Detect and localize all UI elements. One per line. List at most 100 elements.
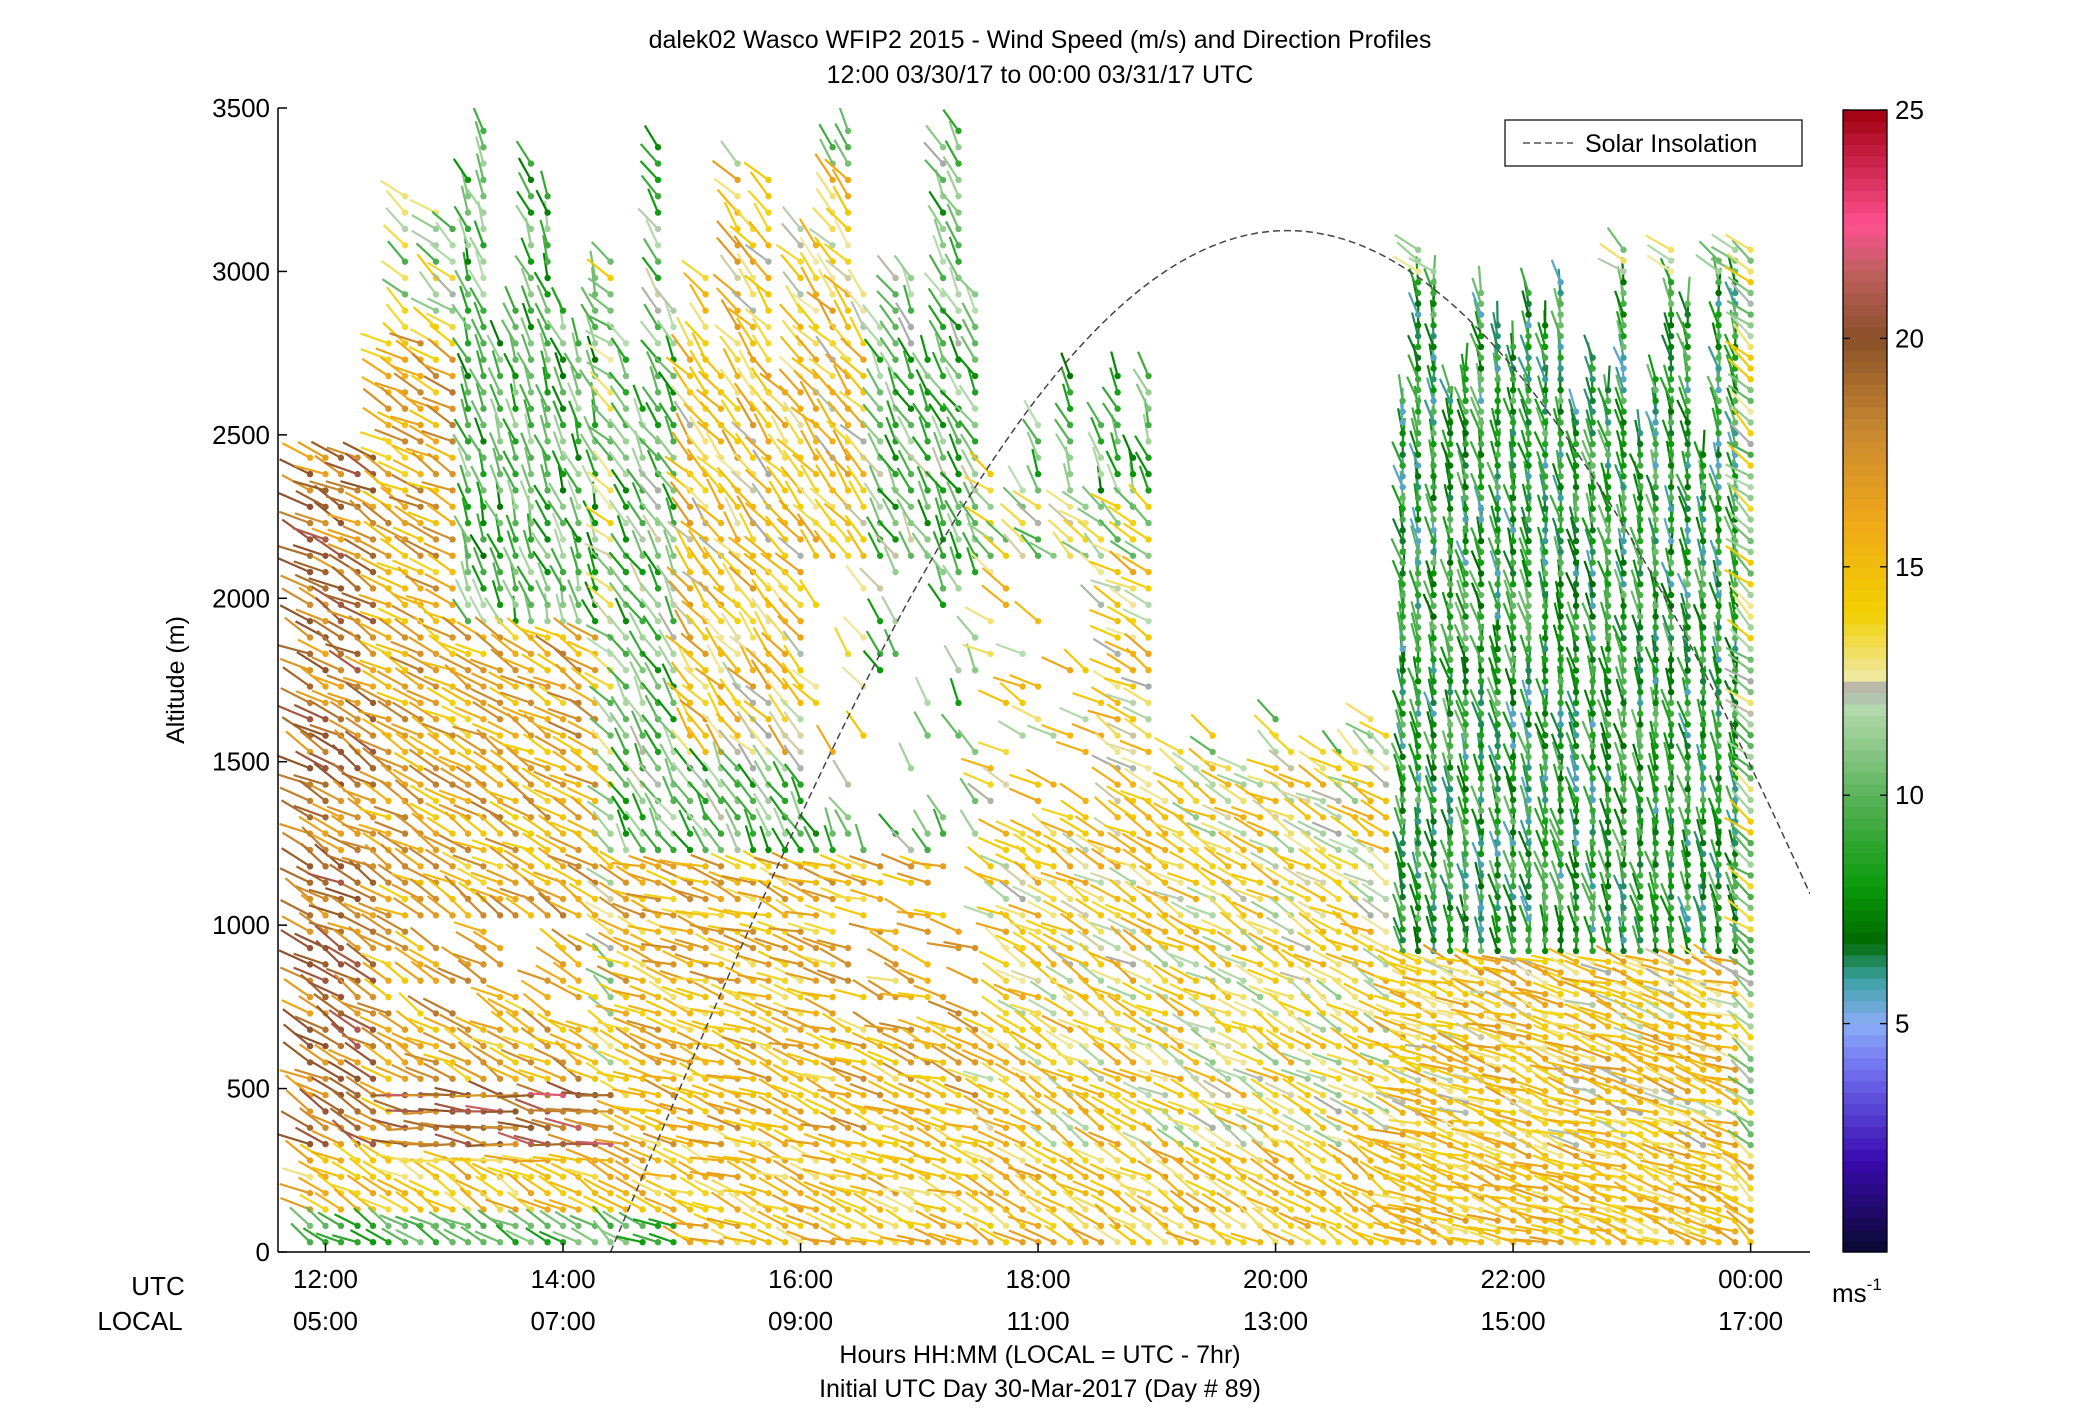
wind-barb-dot — [765, 1075, 772, 1082]
wind-barb — [534, 757, 564, 770]
wind-barb-dot — [1050, 830, 1057, 837]
wind-barb — [536, 284, 549, 312]
wind-barb-dot — [322, 1222, 329, 1230]
wind-barb-dot — [749, 291, 757, 298]
wind-barb-dot — [432, 912, 440, 919]
wind-barb — [661, 775, 675, 802]
wind-barb-dot — [955, 323, 962, 331]
wind-barb-dot — [544, 1059, 551, 1066]
wind-barb — [380, 501, 406, 524]
wind-barb-dot — [781, 879, 789, 886]
wind-barb — [587, 546, 597, 573]
wind-barb-dot — [987, 1238, 994, 1246]
wind-barb-dot — [512, 372, 519, 380]
wind-barb-dot — [369, 895, 377, 903]
wind-barb — [293, 703, 326, 721]
wind-barb-dot — [306, 879, 314, 886]
wind-barb — [518, 546, 532, 573]
wind-barb-dot — [876, 666, 884, 674]
wind-barb — [391, 701, 422, 721]
wind-barb — [343, 553, 374, 574]
wind-barb-dot — [354, 797, 361, 805]
wind-barb — [631, 1179, 659, 1195]
wind-barb-dot — [686, 1091, 694, 1099]
wind-barb-dot — [401, 225, 409, 233]
wind-barb-dot — [544, 912, 551, 919]
wind-barb — [429, 243, 454, 263]
wind-barb-dot — [449, 1042, 456, 1050]
wind-barb — [470, 400, 485, 426]
wind-barb-dot — [765, 356, 772, 363]
wind-barb-dot — [1034, 993, 1042, 1001]
wind-barb-dot — [559, 863, 567, 870]
wind-barb-dot — [781, 1222, 789, 1230]
wind-barb — [455, 653, 485, 672]
wind-barb — [293, 723, 326, 737]
wind-barb-dot — [449, 568, 456, 576]
wind-barb — [408, 636, 437, 655]
wind-barb-dot — [432, 1189, 440, 1197]
wind-barb — [374, 755, 406, 770]
wind-barb — [503, 849, 532, 868]
wind-barb — [521, 784, 549, 802]
wind-barb-dot — [401, 748, 409, 756]
wind-barb — [314, 1043, 342, 1064]
wind-barb-dot — [480, 846, 487, 854]
wind-barb — [664, 595, 675, 622]
wind-barb-dot — [575, 1124, 582, 1131]
wind-barb-dot — [702, 1206, 709, 1213]
wind-barb-dot — [939, 323, 947, 331]
wind-barb-dot — [987, 470, 994, 478]
wind-barb — [444, 716, 469, 737]
wind-barb-dot — [812, 552, 820, 559]
wind-barb — [517, 756, 548, 770]
wind-barb-dot — [765, 716, 772, 723]
wind-barb-dot — [464, 732, 472, 739]
wind-barb-dot — [354, 1059, 361, 1066]
wind-barb-dot — [892, 1140, 899, 1148]
wind-barb-dot — [449, 1140, 456, 1148]
wind-barb — [382, 224, 406, 247]
wind-barb-dot — [496, 372, 504, 380]
wind-barb-dot — [622, 846, 630, 854]
wind-barb-dot — [496, 340, 504, 347]
wind-barb-dot — [306, 1010, 314, 1017]
wind-barb-dot — [544, 846, 551, 854]
wind-barb-dot — [797, 748, 804, 756]
wind-barb-dot — [702, 1091, 709, 1099]
wind-barb — [405, 1066, 437, 1080]
wind-barb-dot — [385, 568, 392, 576]
wind-barb-dot — [797, 585, 804, 592]
wind-barb — [298, 911, 327, 933]
wind-barb-dot — [607, 699, 614, 707]
wind-barb-dot — [812, 258, 820, 265]
wind-barb-dot — [354, 781, 361, 788]
wind-barb — [506, 1171, 532, 1194]
wind-barb — [394, 930, 422, 949]
wind-barb-dot — [385, 863, 392, 870]
wind-barb-dot — [512, 356, 519, 363]
wind-barb-dot — [449, 1026, 456, 1033]
wind-barb-dot — [987, 1059, 994, 1066]
wind-barb — [293, 966, 326, 982]
wind-barb-dot — [306, 781, 314, 788]
wind-barb-dot — [512, 389, 519, 396]
wind-barb-dot — [306, 1140, 314, 1148]
wind-barb-dot — [717, 617, 725, 625]
wind-barb — [362, 717, 390, 737]
wind-barb-dot — [765, 487, 772, 494]
wind-barb-dot — [432, 389, 440, 396]
wind-barb-dot — [385, 830, 392, 837]
wind-barb — [614, 1176, 644, 1195]
wind-barb-dot — [844, 863, 852, 870]
wind-barb-dot — [670, 1222, 677, 1230]
wind-barb — [532, 676, 564, 688]
wind-barb — [308, 577, 342, 590]
wind-barb-dot — [939, 176, 947, 184]
wind-barb — [633, 397, 644, 426]
wind-barb-dot — [781, 993, 789, 1001]
wind-barb-dot — [654, 242, 662, 249]
wind-barb — [583, 671, 612, 688]
wind-barb — [655, 435, 675, 459]
wind-barb-dot — [496, 1042, 504, 1050]
